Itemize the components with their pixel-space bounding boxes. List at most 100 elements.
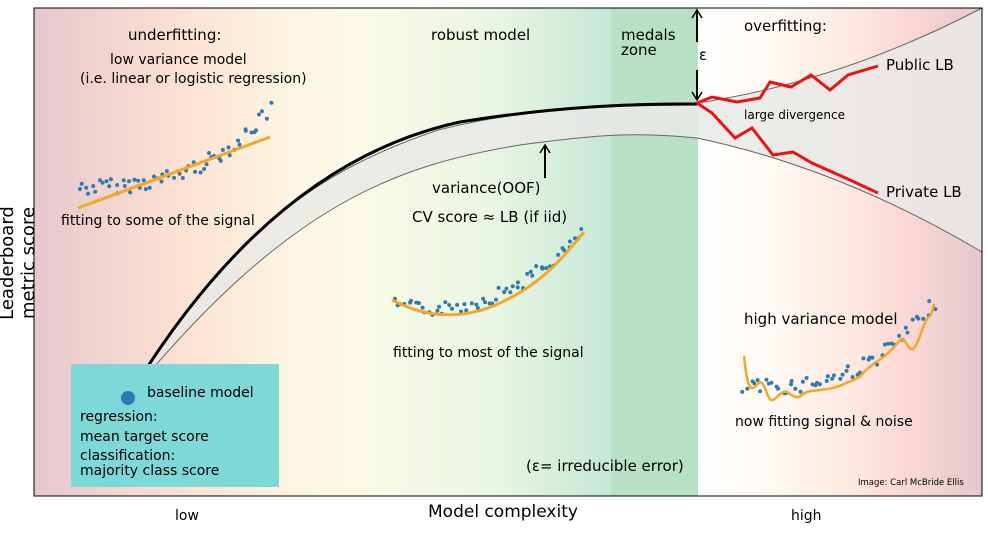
scatter-point — [136, 178, 141, 183]
scatter-point — [450, 306, 454, 311]
baseline-majority-class: majority class score — [80, 463, 220, 479]
scatter-point — [249, 130, 254, 135]
private-lb-label: Private LB — [886, 183, 962, 201]
scatter-point — [882, 342, 887, 347]
scatter-point — [180, 176, 185, 180]
scatter-point — [435, 308, 440, 313]
medals-zone-heading-line2: zone — [621, 41, 657, 59]
scatter-point — [172, 175, 177, 180]
low-variance-example: (i.e. linear or logistic regression) — [80, 71, 307, 87]
scatter-point — [475, 306, 480, 311]
scatter-point — [481, 296, 486, 301]
medals-zone-band — [611, 8, 698, 496]
scatter-point — [579, 227, 584, 231]
scatter-point — [107, 184, 112, 189]
cv-score-label: CV score ≈ LB (if iid) — [412, 208, 568, 226]
scatter-point — [540, 265, 544, 270]
overfit-scatter — [740, 299, 938, 396]
scatter-point — [905, 330, 910, 335]
scatter-point — [916, 316, 921, 321]
variance-lower-line — [127, 134, 983, 399]
x-axis-low-label: low — [175, 508, 199, 524]
scatter-point — [177, 171, 182, 176]
scatter-point — [502, 290, 507, 295]
scatter-point — [147, 185, 152, 190]
baseline-box — [71, 364, 279, 487]
baseline-classification-label: classification: — [80, 448, 176, 464]
scatter-point — [121, 178, 126, 183]
scatter-point — [496, 285, 501, 290]
quadratic-fit-curve — [391, 231, 586, 317]
scatter-point — [455, 302, 460, 307]
scatter-point — [269, 100, 274, 105]
baseline-model-title: baseline model — [147, 385, 254, 401]
high-variance-label: high variance model — [744, 310, 898, 328]
scatter-point — [845, 364, 850, 369]
scatter-point — [202, 167, 207, 171]
scatter-point — [804, 376, 809, 380]
scatter-point — [764, 377, 769, 382]
variance-oof-label: variance(OOF) — [432, 179, 541, 197]
scatter-point — [420, 305, 425, 310]
scatter-point — [525, 271, 530, 276]
scatter-point — [870, 355, 875, 360]
medals-zone-heading-line1: medals — [621, 26, 676, 44]
scatter-point — [98, 178, 102, 183]
scatter-point — [226, 145, 231, 150]
scatter-point — [447, 303, 452, 307]
scatter-point — [903, 325, 908, 330]
scatter-point — [193, 169, 197, 174]
scatter-point — [257, 112, 261, 117]
scatter-point — [243, 127, 248, 132]
scatter-point — [416, 301, 421, 306]
scatter-point — [236, 138, 241, 143]
scatter-point — [886, 341, 891, 346]
scatter-point — [800, 379, 805, 384]
scatter-point — [528, 269, 533, 274]
scatter-point — [164, 169, 169, 174]
x-axis-label: Model complexity — [428, 502, 578, 522]
scatter-point — [469, 301, 474, 306]
epsilon-arrow-bottom-head — [691, 91, 703, 102]
scatter-point — [474, 302, 479, 307]
scatter-point — [127, 179, 131, 184]
scatter-point — [844, 368, 849, 373]
scatter-point — [128, 190, 133, 195]
scatter-point — [198, 170, 203, 175]
scatter-point — [91, 184, 96, 188]
scatter-point — [409, 298, 413, 303]
scatter-point — [204, 162, 209, 167]
fitting-most-label: fitting to most of the signal — [393, 345, 584, 361]
scatter-point — [508, 290, 513, 295]
scatter-point — [515, 280, 520, 285]
linear-fit-line — [77, 135, 271, 210]
scatter-point — [832, 373, 836, 378]
scatter-point — [104, 179, 109, 184]
low-variance-label: low variance model — [110, 52, 247, 68]
scatter-point — [562, 248, 567, 253]
scatter-point — [544, 266, 549, 270]
scatter-point — [504, 286, 509, 291]
scatter-point — [510, 284, 515, 289]
underfitting-heading: underfitting: — [128, 26, 222, 44]
scatter-point — [769, 380, 774, 385]
scatter-point — [220, 147, 225, 152]
scatter-point — [755, 378, 760, 383]
scatter-point — [207, 151, 211, 155]
scatter-point — [494, 297, 498, 302]
overfit-fit-curve — [742, 303, 936, 402]
private-lb-line — [696, 101, 879, 195]
scatter-point — [740, 389, 745, 394]
scatter-point — [798, 389, 803, 394]
baseline-regression-label: regression: — [80, 409, 158, 425]
scatter-point — [530, 273, 535, 278]
scatter-point — [464, 308, 469, 313]
public-lb-label: Public LB — [886, 56, 954, 74]
scatter-point — [825, 374, 830, 379]
scatter-point — [850, 375, 855, 379]
scatter-point — [237, 142, 242, 147]
scatter-point — [254, 128, 258, 133]
scatter-point — [556, 252, 561, 257]
scatter-point — [810, 382, 815, 387]
